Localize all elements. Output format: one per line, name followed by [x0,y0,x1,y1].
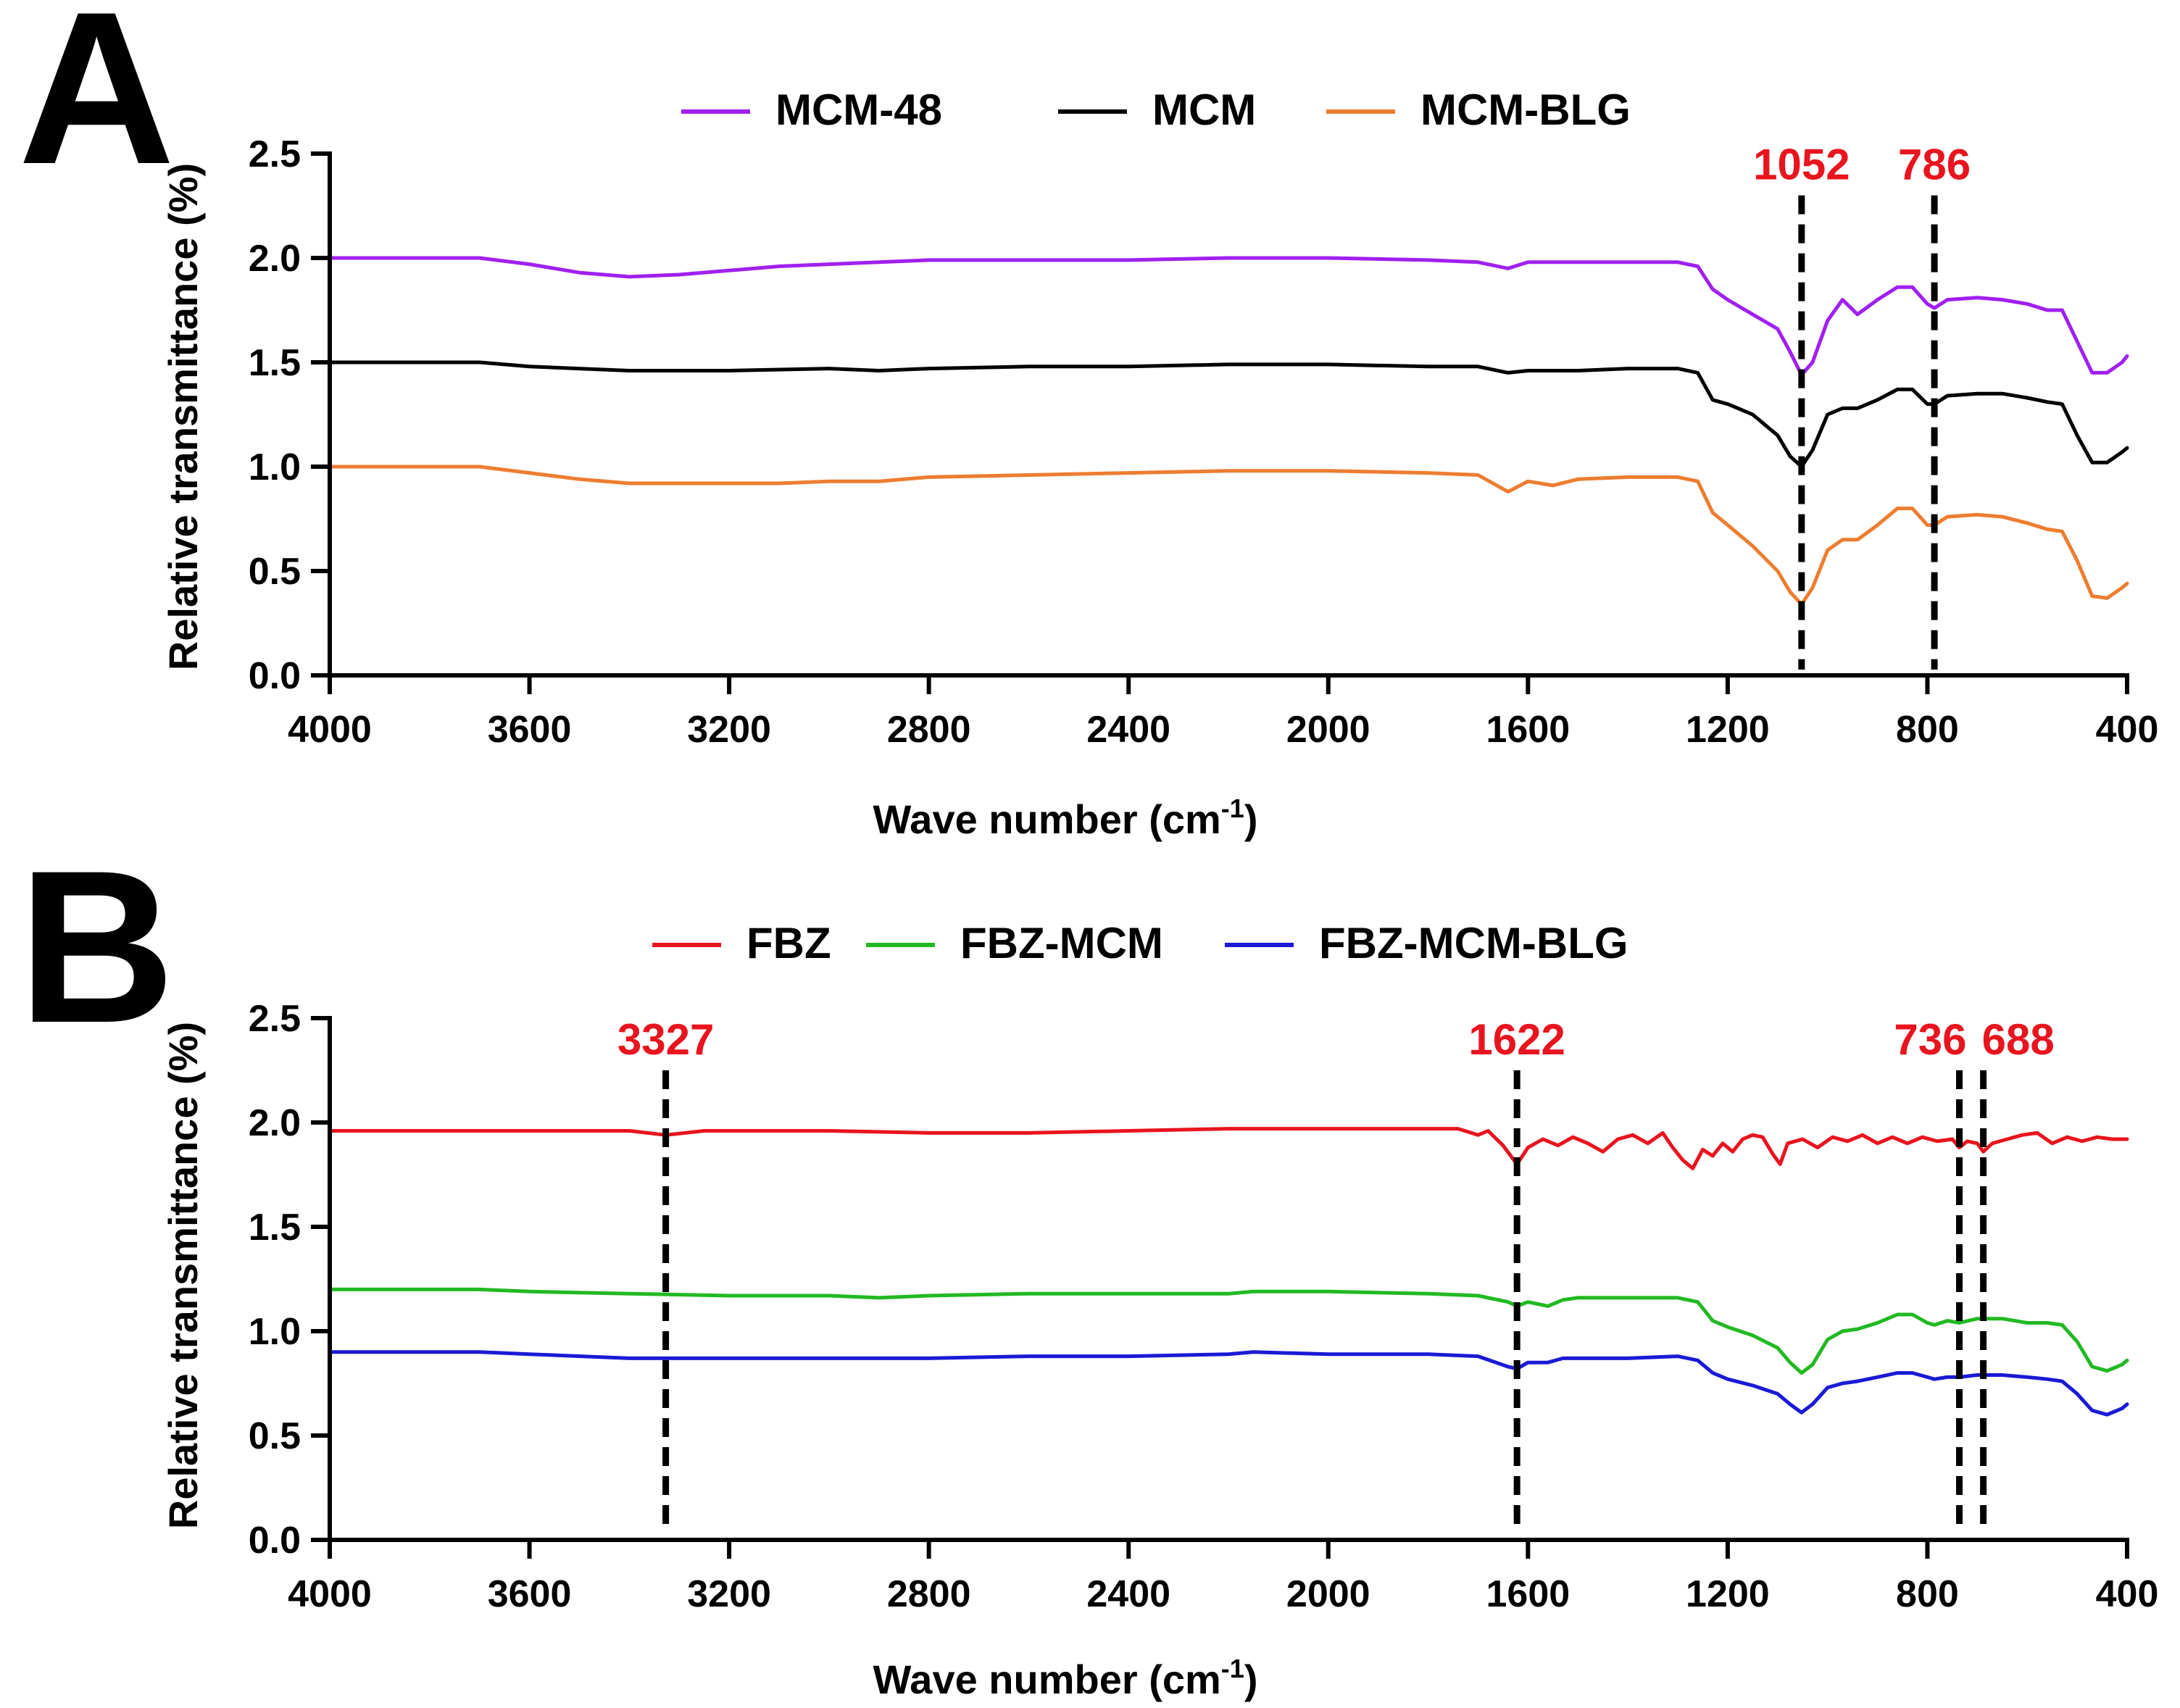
panel-b-y-tick-label: 1.0 [249,1311,301,1353]
panel-a-legend: MCM-48 MCM MCM-BLG [681,86,1631,134]
panel-a-x-tick-label: 400 [2096,709,2159,751]
panel-b-annotation-label-736: 736 [1894,1015,1966,1064]
panel-b-axes: 0.0 0.5 1.0 1.5 2.0 2.5 4000 3600 3200 2800 2400 20… [249,998,2159,1615]
panel-b-series-fbz-mcm [328,1287,2129,1375]
panel-b-series-fbz-mcm-blg [328,1350,2129,1417]
panel-b-plot: 3327 1622 736 688 [328,1015,2129,1534]
panel-a-y-tick-label: 0.5 [249,551,301,593]
panel-a-series-mcm-48 [328,256,2129,377]
panel-a-x-axis-title: Wave number (cm-1) [873,793,1258,842]
panel-a-series-mcm [328,360,2129,469]
panel-a-y-tick-label: 1.5 [249,342,301,384]
panel-b-x-tick-label: 3200 [687,1573,771,1615]
panel-a-annotation-label-1052: 1052 [1753,141,1850,189]
panel-b-x-tick-label: 4000 [288,1573,372,1615]
panel-b-legend-label-fbz-mcm: FBZ-MCM [960,919,1163,967]
panel-b-legend-label-fbz: FBZ [746,919,831,967]
panel-a-y-tick-label: 0.0 [249,655,301,697]
panel-b-x-tick-label: 2800 [887,1573,971,1615]
panel-b-legend: FBZ FBZ-MCM FBZ-MCM-BLG [652,919,1628,967]
panel-a-legend-label-mcm-48: MCM-48 [775,86,942,134]
panel-b-annotation-label-1622: 1622 [1468,1015,1565,1064]
panel-a-y-tick-label: 1.0 [249,446,301,488]
panel-a-axes: 0.0 0.5 1.0 1.5 2.0 2.5 4000 3600 3200 2800 2400 20… [249,133,2159,751]
panel-a-x-tick-label: 2400 [1086,709,1170,751]
panel-b-x-tick-label: 2400 [1086,1573,1170,1615]
panel-b-legend-label-fbz-mcm-blg: FBZ-MCM-BLG [1319,919,1628,967]
panel-a-x-tick-label: 4000 [288,709,372,751]
panel-b-annotation-label-688: 688 [1982,1015,2055,1064]
panel-b-y-tick-label: 1.5 [249,1207,301,1249]
panel-a-letter: A [18,0,175,209]
panel-b-x-tick-label: 400 [2096,1573,2159,1615]
panel-a-x-tick-label: 3200 [687,709,771,751]
panel-b-x-tick-label: 1600 [1486,1573,1570,1615]
panel-b-y-tick-label: 0.5 [249,1415,301,1457]
panel-a-x-tick-label: 3600 [488,709,572,751]
panel-b-x-tick-label: 1200 [1686,1573,1770,1615]
panel-b-annotation-label-3327: 3327 [617,1015,714,1064]
panel-a-x-tick-label: 2800 [887,709,971,751]
panel-b-y-tick-label: 0.0 [249,1520,301,1562]
panel-a: A MCM-48 MCM MCM-BLG 1052 786 0.0 0.5 1.0 1.5 2… [18,0,2158,842]
panel-b-y-axis-title: Relative transmittance (%) [160,1022,206,1529]
panel-a-y-axis-title: Relative transmittance (%) [160,163,206,670]
panel-a-y-tick-label: 2.0 [249,238,301,280]
panel-b-letter: B [18,825,175,1068]
panel-a-annotation-label-786: 786 [1898,141,1971,189]
panel-b-y-tick-label: 2.5 [249,998,301,1040]
panel-a-plot: 1052 786 [328,141,2129,670]
panel-a-x-tick-label: 800 [1896,709,1959,751]
panel-a-y-tick-label: 2.5 [249,133,301,175]
panel-b-series-fbz [328,1127,2129,1170]
panel-b-x-axis-title: Wave number (cm-1) [873,1654,1258,1702]
panel-a-legend-label-mcm-blg: MCM-BLG [1420,86,1631,134]
panel-b: B FBZ FBZ-MCM FBZ-MCM-BLG 3327 1622 736 688 0… [18,825,2158,1702]
panel-a-series-mcm-blg [328,465,2129,607]
panel-a-legend-label-mcm: MCM [1152,86,1256,134]
panel-b-x-tick-label: 800 [1896,1573,1959,1615]
panel-a-x-tick-label: 1200 [1686,709,1770,751]
panel-a-x-tick-label: 1600 [1486,709,1570,751]
panel-a-x-tick-label: 2000 [1286,709,1370,751]
panel-b-x-tick-label: 2000 [1286,1573,1370,1615]
panel-b-y-tick-label: 2.0 [249,1102,301,1144]
panel-b-x-tick-label: 3600 [488,1573,572,1615]
